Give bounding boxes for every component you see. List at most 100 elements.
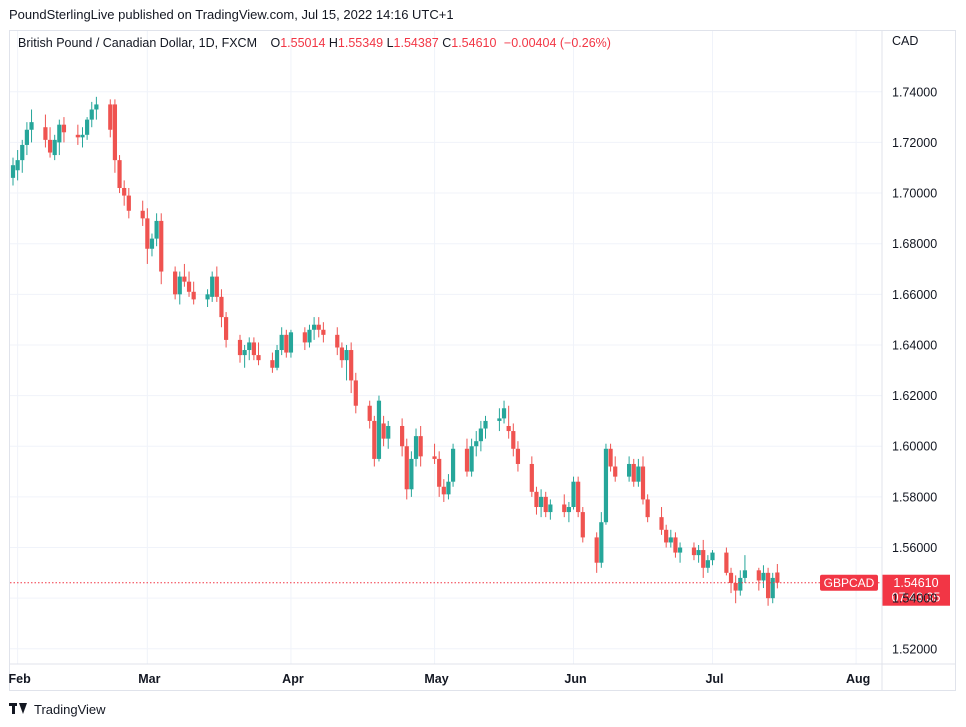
candle — [409, 451, 414, 497]
candle-body — [576, 481, 581, 513]
candle — [701, 539, 706, 578]
candle — [173, 266, 178, 300]
candle-body — [154, 220, 159, 239]
candle-body — [335, 334, 340, 348]
candle-body — [237, 339, 243, 356]
symbol-title[interactable]: British Pound / Canadian Dollar, 1D, FXC… — [18, 36, 257, 50]
candle — [256, 342, 261, 366]
candle — [631, 458, 636, 487]
candle-body — [288, 332, 294, 353]
candle — [432, 443, 437, 464]
candle-body — [543, 496, 548, 513]
candles-layer — [10, 96, 780, 606]
candle-body — [89, 109, 94, 120]
candle-body — [75, 134, 80, 138]
candle — [367, 400, 372, 429]
candle — [529, 456, 534, 497]
candle — [381, 415, 386, 447]
candle — [613, 456, 618, 482]
candle — [636, 458, 641, 487]
candle — [205, 289, 210, 307]
candle — [85, 117, 90, 140]
open-label: O — [270, 36, 281, 50]
candle-body — [117, 160, 122, 188]
candle — [122, 180, 127, 206]
candle — [627, 456, 632, 482]
candle — [89, 101, 94, 128]
candle-body — [613, 466, 618, 477]
candle — [446, 474, 451, 500]
candle-body — [775, 572, 780, 583]
candle-body — [501, 408, 507, 419]
candle-body — [112, 104, 118, 161]
candle-body — [506, 425, 511, 432]
candle-body — [386, 425, 391, 439]
candle-body — [627, 463, 632, 477]
candle-body — [636, 466, 641, 482]
bar-countdown: 07:43:35 — [892, 591, 941, 605]
y-tick-label: 1.62000 — [892, 389, 937, 403]
candle-body — [437, 458, 442, 487]
candle — [538, 489, 544, 518]
candle — [112, 99, 118, 173]
candle-body — [742, 570, 748, 578]
high-label: H — [328, 36, 338, 50]
candle-body — [534, 491, 539, 508]
candle-body — [307, 329, 312, 343]
candle-body — [640, 466, 646, 500]
tradingview-footer[interactable]: TradingView — [9, 702, 106, 717]
candle — [724, 547, 729, 576]
candle-body — [566, 507, 571, 513]
candle-body — [284, 334, 289, 353]
publisher-caption: PoundSterlingLive published on TradingVi… — [9, 7, 454, 22]
candle-body — [608, 448, 613, 467]
low-label: L — [386, 36, 394, 50]
candle-body — [756, 570, 761, 581]
candle — [515, 441, 521, 472]
candle-body — [728, 572, 734, 583]
y-tick-label: 1.60000 — [892, 440, 937, 454]
candle — [159, 213, 164, 285]
candle — [659, 507, 664, 535]
candle — [673, 532, 678, 558]
candle — [339, 342, 345, 368]
candle-body — [80, 134, 85, 138]
x-tick-label-apr: Apr — [282, 672, 304, 686]
candle-body — [191, 291, 196, 300]
candle — [353, 372, 358, 414]
candle — [571, 476, 576, 510]
close-label: C — [442, 36, 452, 50]
candle-body — [242, 350, 247, 356]
candle — [437, 451, 442, 497]
candle-body — [469, 446, 474, 472]
candle-body — [321, 329, 326, 335]
candle-body — [571, 481, 576, 508]
candle-body — [603, 448, 609, 523]
candle-body — [668, 537, 673, 543]
candle — [756, 567, 761, 591]
candle — [145, 208, 150, 264]
symbol-tag-text: GBPCAD — [824, 576, 875, 590]
brand-name: TradingView — [34, 702, 106, 717]
y-axis-unit-label: CAD — [892, 34, 918, 48]
candle — [274, 344, 280, 371]
candle — [57, 119, 62, 156]
candle-body — [126, 195, 131, 211]
candle — [594, 532, 599, 573]
candle — [506, 405, 511, 439]
candle — [576, 476, 581, 518]
candle-body — [497, 418, 502, 421]
candle — [441, 479, 446, 502]
candle-body — [400, 425, 405, 447]
candle — [710, 550, 715, 566]
candle — [61, 117, 67, 143]
candle — [237, 334, 243, 363]
candle-body — [149, 238, 155, 249]
candle — [478, 420, 483, 452]
candle-body — [339, 347, 345, 361]
candle — [511, 423, 516, 457]
grid-layer — [10, 31, 882, 664]
candle — [418, 425, 423, 467]
